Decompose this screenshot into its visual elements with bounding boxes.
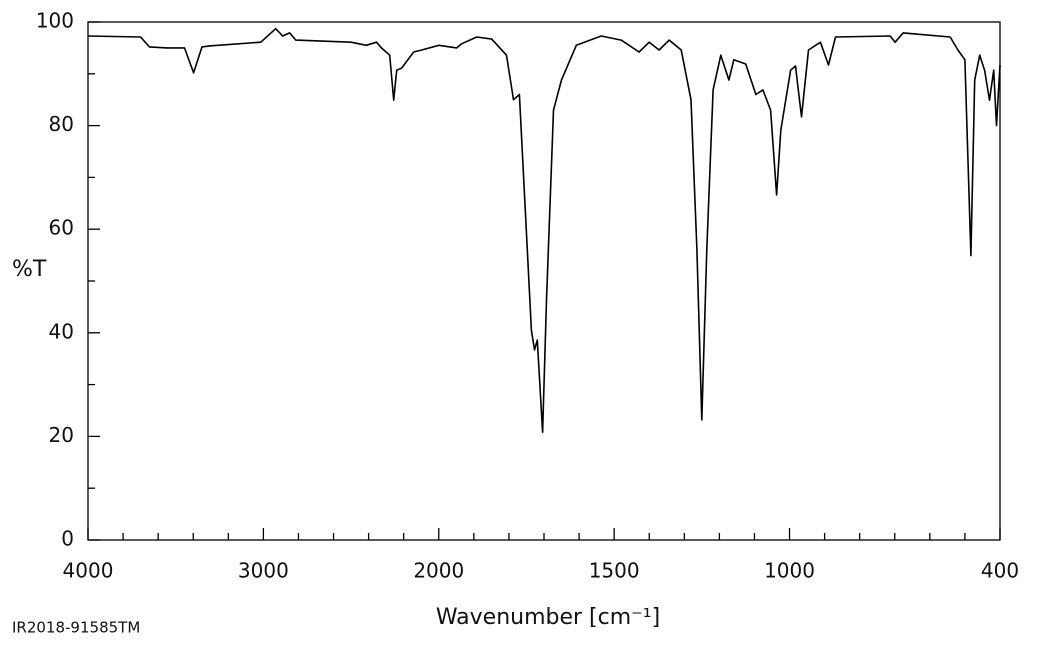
y-tick-label: 80 [49,112,74,136]
x-tick-label: 2000 [413,559,464,583]
x-axis-label: Wavenumber [cm⁻¹] [436,605,660,630]
x-tick-label: 4000 [63,559,114,583]
plot-frame [87,21,1001,541]
y-axis-label: %T [12,257,47,282]
y-tick-label: 100 [36,9,74,33]
x-tick-label: 1000 [764,559,815,583]
y-tick-label: 40 [49,319,74,343]
y-tick-label: 60 [49,216,74,240]
spectrum-line [87,27,1001,434]
x-tick-label: 400 [981,559,1019,583]
x-tick-label: 3000 [238,559,289,583]
y-tick-label: 0 [61,527,74,551]
y-tick-label: 20 [49,423,74,447]
x-tick-label: 1500 [589,559,640,583]
footnote: IR2018-91585TM [12,619,140,637]
